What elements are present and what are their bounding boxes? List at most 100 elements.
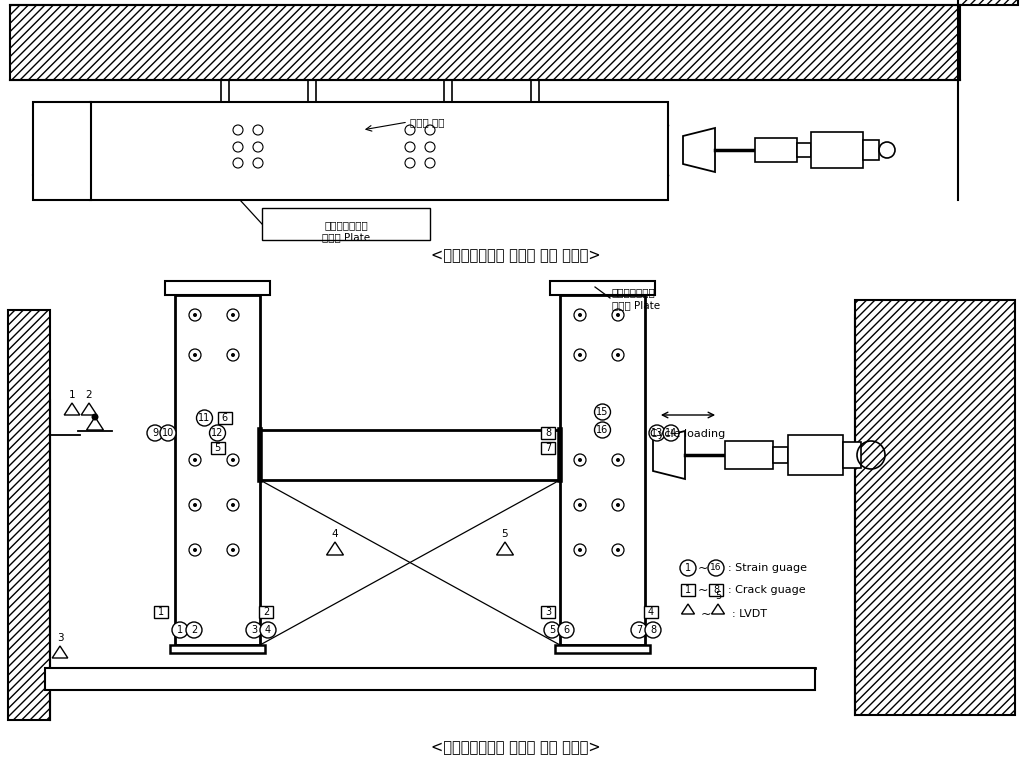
Text: 4: 4	[648, 607, 654, 617]
Circle shape	[578, 548, 582, 552]
Bar	[45, 668, 815, 690]
Text: ~: ~	[701, 607, 711, 621]
Circle shape	[616, 503, 620, 507]
Text: 5: 5	[215, 443, 221, 453]
Text: 1: 1	[685, 563, 691, 573]
Text: 5: 5	[549, 625, 555, 635]
Bar	[430, 140, 466, 147]
Text: 9: 9	[152, 428, 158, 438]
Text: <보통모멘트골조 실험체 설치 정면도>: <보통모멘트골조 실험체 설치 정면도>	[431, 741, 601, 755]
Circle shape	[578, 458, 582, 462]
Circle shape	[231, 458, 235, 462]
Bar	[709, 584, 723, 596]
Bar	[90, 102, 668, 200]
Circle shape	[594, 404, 611, 420]
Bar	[517, 117, 553, 124]
Text: ~: ~	[698, 584, 709, 597]
Text: 11: 11	[198, 413, 211, 423]
Circle shape	[558, 622, 574, 638]
Bar	[8, 310, 50, 720]
Text: 1: 1	[69, 390, 75, 400]
Bar	[555, 645, 650, 653]
Bar	[207, 147, 243, 154]
Bar	[175, 295, 260, 645]
Text: 8: 8	[713, 585, 719, 595]
Circle shape	[578, 503, 582, 507]
Bar	[517, 147, 553, 154]
Text: 1: 1	[685, 585, 691, 595]
Bar	[755, 138, 797, 162]
Bar	[430, 117, 466, 124]
Text: 5: 5	[502, 529, 509, 539]
Text: 4: 4	[265, 625, 271, 635]
Bar	[211, 442, 225, 454]
Bar	[797, 143, 811, 157]
Text: 16: 16	[596, 425, 609, 435]
Text: 14: 14	[665, 428, 677, 438]
Text: Cycle loading: Cycle loading	[650, 429, 725, 439]
Text: 2: 2	[191, 625, 197, 635]
Circle shape	[231, 313, 235, 317]
Text: 1: 1	[176, 625, 183, 635]
Text: 3: 3	[545, 607, 551, 617]
Bar	[294, 110, 330, 117]
Text: 면외변형방지용: 면외변형방지용	[324, 220, 367, 230]
Text: 8: 8	[545, 428, 551, 438]
Circle shape	[594, 422, 611, 438]
Bar	[560, 295, 645, 645]
Bar	[170, 645, 265, 653]
Circle shape	[260, 622, 276, 638]
Bar	[517, 140, 553, 147]
Text: 1: 1	[158, 607, 164, 617]
Bar	[207, 117, 243, 124]
Circle shape	[172, 622, 188, 638]
Text: 6: 6	[222, 413, 228, 423]
Bar	[541, 606, 555, 618]
Circle shape	[544, 622, 560, 638]
Circle shape	[193, 458, 197, 462]
Bar	[773, 447, 788, 463]
Text: 13: 13	[651, 428, 664, 438]
Text: <보통모멘트골조 실험체 설치 평면도>: <보통모멘트골조 실험체 설치 평면도>	[431, 248, 601, 263]
Bar	[811, 132, 863, 168]
Bar	[843, 442, 861, 468]
Circle shape	[616, 353, 620, 357]
Circle shape	[663, 425, 679, 441]
Circle shape	[578, 353, 582, 357]
Text: 10: 10	[162, 428, 174, 438]
Text: : Crack guage: : Crack guage	[728, 585, 806, 595]
Circle shape	[649, 425, 665, 441]
Bar	[207, 140, 243, 147]
Bar	[294, 140, 330, 147]
Bar	[259, 606, 273, 618]
Circle shape	[246, 622, 262, 638]
Bar	[218, 412, 231, 424]
Bar	[541, 427, 555, 439]
Bar	[550, 281, 655, 295]
Bar	[294, 147, 330, 154]
Circle shape	[645, 622, 662, 638]
Circle shape	[193, 548, 197, 552]
Text: 8: 8	[650, 625, 656, 635]
Circle shape	[196, 410, 213, 426]
Text: 3: 3	[57, 633, 63, 643]
Bar	[725, 441, 773, 469]
Bar	[517, 110, 553, 117]
Text: 4: 4	[331, 529, 338, 539]
Bar	[430, 147, 466, 154]
Bar	[788, 435, 843, 475]
Circle shape	[680, 560, 696, 576]
Circle shape	[160, 425, 176, 441]
Circle shape	[616, 313, 620, 317]
Text: 2: 2	[86, 390, 92, 400]
Circle shape	[708, 560, 724, 576]
Bar	[681, 584, 695, 596]
Bar	[294, 117, 330, 124]
Bar	[165, 281, 270, 295]
Bar	[430, 110, 466, 117]
Circle shape	[616, 548, 620, 552]
Text: : Strain guage: : Strain guage	[728, 563, 807, 573]
Circle shape	[193, 503, 197, 507]
Circle shape	[616, 458, 620, 462]
Bar	[854, 300, 1015, 715]
